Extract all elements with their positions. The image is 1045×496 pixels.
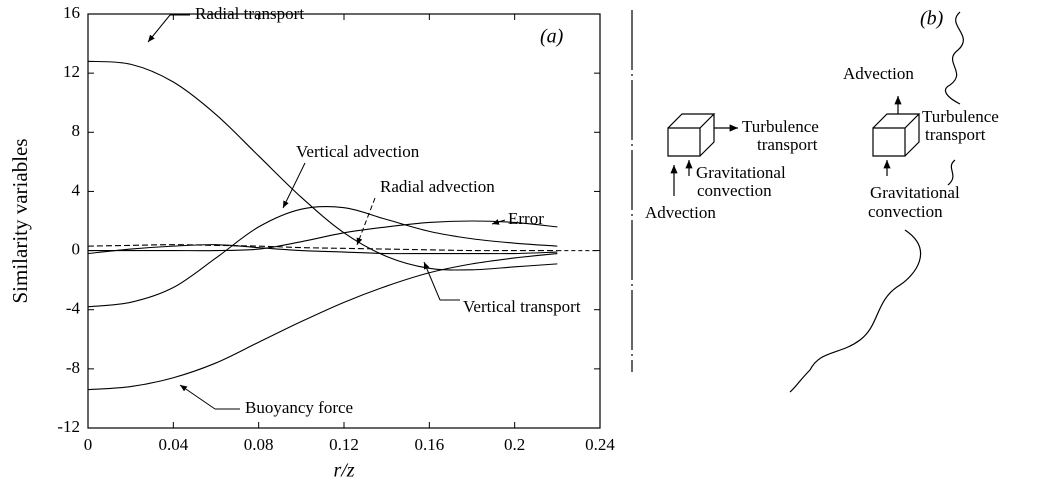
y-tick-label: 8 (72, 121, 81, 140)
series-line (87, 244, 558, 252)
x-tick-label: 0.04 (158, 435, 188, 454)
diagram-label: (b) (920, 8, 944, 30)
left-cube (667, 113, 716, 157)
diagram-label: convection (697, 181, 772, 200)
series-annotation: Error (508, 209, 544, 228)
y-tick-label: 12 (63, 62, 80, 81)
diagram-label: transport (757, 135, 818, 154)
diagram-label: Gravitational (696, 163, 786, 182)
annotation-arrow (147, 14, 171, 43)
x-tick-label: 0.2 (504, 435, 525, 454)
series-annotation: Vertical advection (296, 142, 420, 161)
right-cube (872, 113, 921, 157)
annotation-arrow (423, 261, 441, 301)
series-line (87, 60, 558, 271)
series-annotation: Vertical transport (463, 297, 581, 316)
diagram-label: Gravitational (870, 183, 960, 202)
x-tick-label: 0 (84, 435, 93, 454)
diagram-label: transport (925, 125, 986, 144)
diagram-label: Advection (843, 64, 914, 83)
diagram-label: Turbulence (742, 117, 819, 136)
y-tick-label: -12 (57, 417, 80, 436)
x-tick-label: 0.12 (329, 435, 359, 454)
y-tick-label: -4 (66, 299, 81, 318)
series-annotation: Radial transport (195, 4, 304, 23)
y-tick-label: -8 (66, 358, 80, 377)
x-axis-label: r/z (333, 460, 354, 482)
annotation-arrow (179, 384, 216, 410)
y-tick-label: 16 (63, 3, 80, 22)
diagram-label: Turbulence (922, 107, 999, 126)
diagram-label: convection (868, 202, 943, 221)
annotation-arrow (356, 197, 376, 246)
panel-b-text: (b)TurbulencetransportGravitationalconve… (645, 8, 999, 222)
wave (789, 229, 922, 393)
wave (947, 159, 956, 186)
diagram-label: Advection (645, 203, 716, 222)
series-line (88, 220, 558, 252)
x-tick-label: 0.24 (585, 435, 615, 454)
y-tick-label: 4 (72, 180, 81, 199)
series-line (87, 206, 558, 308)
series-line (87, 244, 558, 255)
y-axis-label: Similarity variables (8, 138, 32, 303)
annotation-arrow (491, 219, 506, 225)
x-tick-label: 0.16 (414, 435, 444, 454)
panel-b (631, 10, 964, 393)
panel-label: (a) (540, 26, 564, 48)
series-line (87, 252, 558, 391)
series-annotation: Buoyancy force (245, 398, 353, 417)
x-tick-label: 0.08 (244, 435, 274, 454)
y-tick-label: 0 (72, 239, 81, 258)
series-annotation: Radial advection (380, 177, 495, 196)
annotation-arrow (282, 162, 306, 209)
wave (945, 11, 964, 105)
